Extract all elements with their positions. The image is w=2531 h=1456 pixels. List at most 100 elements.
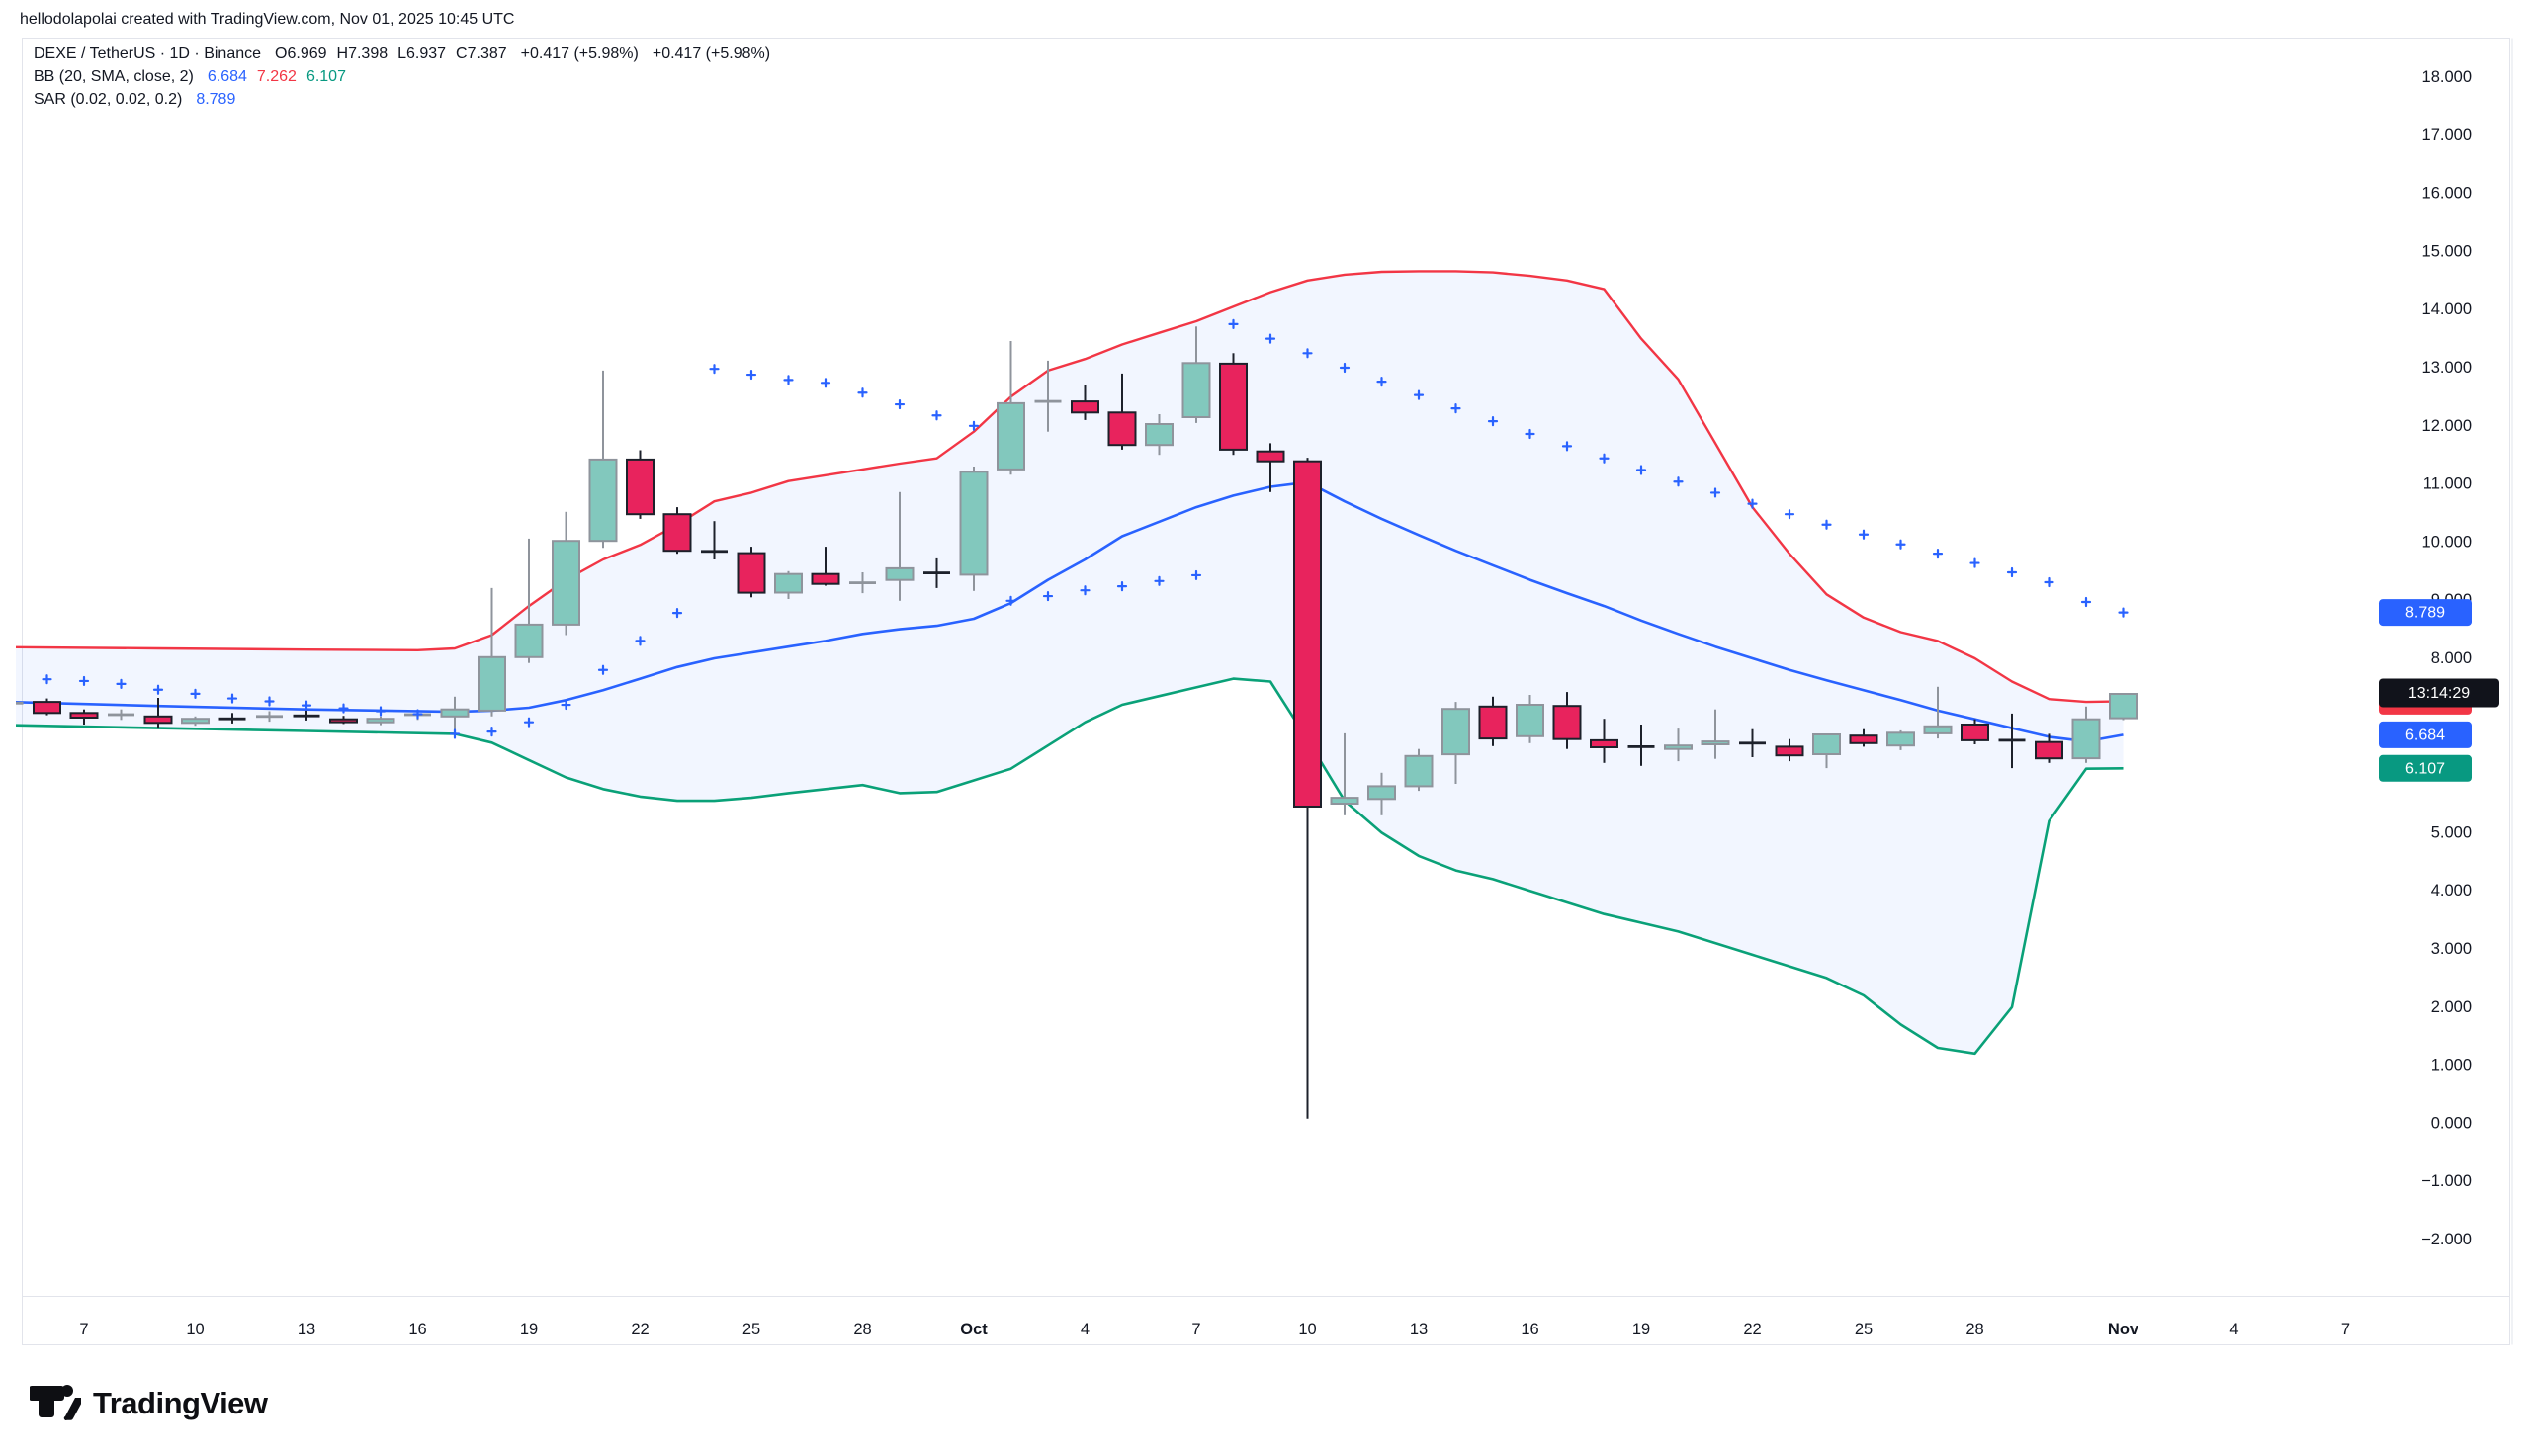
candle — [774, 570, 803, 599]
sar-dot — [1673, 476, 1684, 487]
candle-body — [1404, 754, 1434, 788]
bb-lower-line — [16, 677, 2124, 1056]
candle-body — [1219, 362, 1248, 451]
time-tick-label: 4 — [2229, 1321, 2238, 1338]
plot-area[interactable] — [0, 270, 2138, 1119]
legend-symbol-row[interactable]: DEXE / TetherUS · 1D · Binance O6.969 H7.3… — [34, 43, 770, 65]
price-tick-label: 15.000 — [2422, 242, 2472, 260]
candle-body — [2109, 693, 2138, 720]
sar-dot — [968, 420, 980, 431]
price-tick-label: 10.000 — [2422, 533, 2472, 551]
candle-doji-body — [16, 701, 24, 705]
candle-body — [1441, 708, 1470, 756]
candle — [143, 698, 173, 729]
sar-dot — [1228, 318, 1239, 329]
bb-label: BB (20, SMA, close, 2) — [34, 68, 194, 85]
sar-dot — [226, 693, 238, 704]
sar-dot — [561, 699, 571, 711]
footer-brand[interactable]: TradingView — [30, 1380, 268, 1427]
price-scale[interactable]: 18.000 17.000 16.000 15.000 14.000 13.000 12.0… — [2379, 38, 2513, 1345]
sar-dot — [1450, 403, 1461, 414]
ohlc-high: H7.398 — [336, 45, 389, 62]
sar-dot — [449, 728, 461, 739]
sar-label-badge: 8.789 — [2379, 599, 2472, 627]
candle — [701, 521, 728, 559]
candle-body — [1775, 745, 1804, 757]
candle-body — [588, 458, 618, 543]
candle-body — [1181, 362, 1211, 418]
sar-dot — [190, 688, 201, 699]
candle — [1034, 360, 1062, 432]
candle — [1256, 443, 1285, 492]
candle-doji-body — [849, 581, 876, 584]
price-tick-label: 5.000 — [2431, 823, 2472, 841]
candle-body — [1478, 705, 1508, 740]
candle — [1886, 729, 1915, 750]
time-tick-label: 4 — [1081, 1321, 1090, 1338]
time-scale[interactable]: 7 10 13 16 19 22 25 28 Oct 4 7 10 13 16 19 22 25 28 Nov 4 7 — [22, 1296, 2510, 1339]
candle — [737, 547, 766, 598]
candle-body — [1145, 423, 1174, 447]
sar-dot — [1784, 509, 1795, 520]
sar-dot — [1265, 333, 1276, 344]
candle — [293, 710, 320, 721]
candle — [923, 557, 950, 588]
sar-dot — [1154, 575, 1165, 586]
change-absolute: +0.417 (+5.98%) — [520, 45, 639, 62]
bb-upper-line — [16, 270, 2124, 704]
candle — [108, 709, 134, 721]
candle-body — [1590, 738, 1618, 749]
time-tick-label: 19 — [1632, 1321, 1650, 1338]
time-tick-label: 28 — [853, 1321, 871, 1338]
sar-dot — [783, 375, 794, 385]
candle — [366, 716, 395, 726]
sar-dot — [338, 703, 349, 714]
candle — [662, 507, 692, 555]
sar-dot — [1376, 377, 1387, 387]
bb-basis-label-badge: 6.684 — [2379, 721, 2472, 748]
time-tick-label: Oct — [960, 1321, 988, 1338]
sar-dot — [709, 364, 720, 375]
sar-dot — [931, 410, 942, 421]
price-tick-label: 4.000 — [2431, 882, 2472, 899]
candle — [1219, 353, 1248, 456]
sar-dot — [745, 369, 757, 381]
sar-dot — [412, 709, 423, 720]
sar-dot — [1190, 569, 1202, 581]
candle — [1330, 732, 1359, 815]
sar-dot — [1635, 465, 1647, 475]
ohlc-low: L6.937 — [397, 45, 447, 62]
candle — [1775, 738, 1804, 762]
sar-dot — [1561, 441, 1573, 452]
candle — [626, 450, 655, 519]
time-tick-label: 19 — [520, 1321, 538, 1338]
candle-body — [143, 715, 173, 725]
candle — [33, 698, 61, 716]
time-tick-label: 10 — [186, 1321, 204, 1338]
sar-label-badge-bg — [2379, 599, 2472, 627]
sar-dots — [42, 318, 2129, 739]
candle — [2071, 706, 2101, 763]
candle — [1590, 719, 1618, 763]
candle-body — [737, 552, 766, 594]
legend-sar-row[interactable]: SAR (0.02, 0.02, 0.2) 8.789 — [34, 89, 770, 111]
candle — [1923, 686, 1953, 739]
bb-lower-label-badge: 6.107 — [2379, 754, 2472, 782]
candle-doji-body — [1739, 741, 1766, 745]
bb-basis-line — [16, 480, 2124, 743]
time-tick-label: 16 — [1521, 1321, 1538, 1338]
legend-bb-row[interactable]: BB (20, SMA, close, 2) 6.684 7.262 6.107 — [34, 66, 770, 88]
candle-body — [885, 566, 915, 581]
sar-dot — [1080, 585, 1091, 596]
candle-body — [1107, 411, 1137, 447]
sar-dot — [2118, 607, 2129, 618]
candle — [440, 696, 470, 733]
candle-body — [329, 718, 358, 724]
price-tick-label: 18.000 — [2422, 68, 2472, 86]
countdown-badge-bg — [2379, 678, 2499, 708]
sar-dot — [1599, 453, 1610, 464]
bb-lower-label-badge-bg — [2379, 754, 2472, 782]
candle-doji-body — [108, 713, 134, 717]
